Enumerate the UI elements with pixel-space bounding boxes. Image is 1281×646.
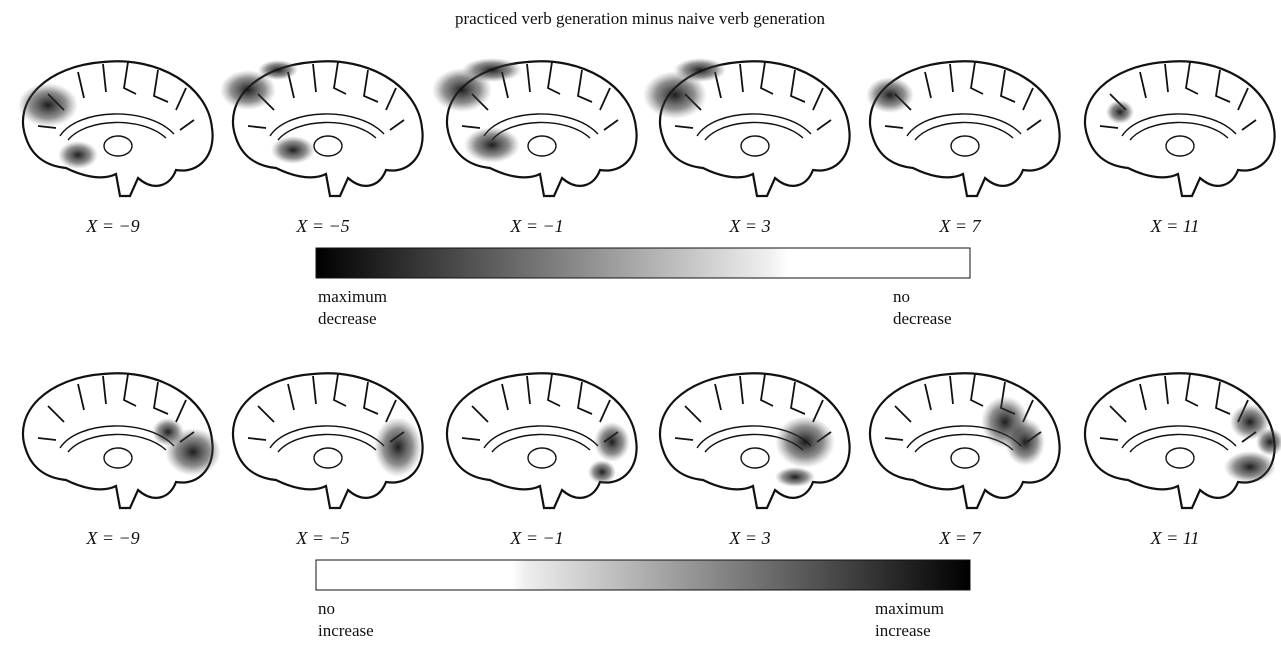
- scale-label: no: [318, 599, 335, 618]
- activation: [1005, 418, 1045, 466]
- slice-label: X = −1: [509, 216, 563, 236]
- brain-slice: [866, 61, 1060, 196]
- slice-label: X = 3: [728, 216, 770, 236]
- color-scale: [316, 248, 970, 278]
- brain-slice: [233, 373, 423, 508]
- slice-label: X = −9: [85, 216, 139, 236]
- slice-label: X = 7: [938, 216, 981, 236]
- figure-title: practiced verb generation minus naive ve…: [455, 9, 826, 28]
- brain-outline: [1085, 61, 1275, 196]
- slice-label: X = −5: [295, 216, 349, 236]
- page: {"title": "practiced verb generation min…: [0, 0, 1281, 641]
- brain-slice: [870, 373, 1060, 508]
- activation: [374, 417, 422, 477]
- activation: [271, 136, 315, 164]
- slice-label: X = −5: [295, 528, 349, 548]
- activation: [594, 422, 630, 462]
- brain-slice: [220, 60, 423, 196]
- slice-label: X = 11: [1150, 216, 1200, 236]
- scale-label: maximum: [875, 599, 944, 618]
- brain-slice: [432, 58, 637, 196]
- brain-slice: [660, 373, 850, 508]
- activation: [775, 416, 835, 468]
- activation: [588, 460, 616, 484]
- brain-slice: [1085, 373, 1281, 508]
- brain-outline: [23, 61, 213, 196]
- brain-slice: [18, 61, 213, 196]
- scale-label: decrease: [318, 309, 377, 328]
- color-scale: [316, 560, 970, 590]
- brain-slice: [23, 373, 221, 508]
- brain-slice: [643, 58, 850, 196]
- activation: [18, 83, 78, 127]
- activation: [462, 58, 522, 82]
- panels: X = −9 X = −5 X = −1 X = 3 X = 7 X = 11 maximu…: [18, 58, 1281, 640]
- activation: [674, 58, 726, 82]
- activation: [152, 418, 184, 446]
- scale-label: increase: [318, 621, 374, 640]
- activation: [58, 141, 98, 169]
- scale-label: no: [893, 287, 910, 306]
- slice-label: X = −9: [85, 528, 139, 548]
- brain-outline: [1085, 373, 1275, 508]
- slice-label: X = 11: [1150, 528, 1200, 548]
- brain-slice: [447, 373, 637, 508]
- scale-label: increase: [875, 621, 931, 640]
- figure: practiced verb generation minus naive ve…: [0, 0, 1281, 641]
- panel: X = −9 X = −5 X = −1 X = 3 X = 7 X = 11 maximu…: [18, 58, 1275, 328]
- brain-slice: [1085, 61, 1275, 196]
- scale-label: decrease: [893, 309, 952, 328]
- activation: [775, 467, 815, 487]
- slice-label: X = −1: [509, 528, 563, 548]
- slice-label: X = 7: [938, 528, 981, 548]
- slice-label: X = 3: [728, 528, 770, 548]
- panel: X = −9 X = −5 X = −1 X = 3 X = 7 X = 11 no incr…: [23, 373, 1281, 640]
- activation: [464, 127, 520, 163]
- activation: [1106, 100, 1134, 124]
- scale-label: maximum: [318, 287, 387, 306]
- activation: [866, 77, 914, 113]
- activation: [258, 60, 298, 80]
